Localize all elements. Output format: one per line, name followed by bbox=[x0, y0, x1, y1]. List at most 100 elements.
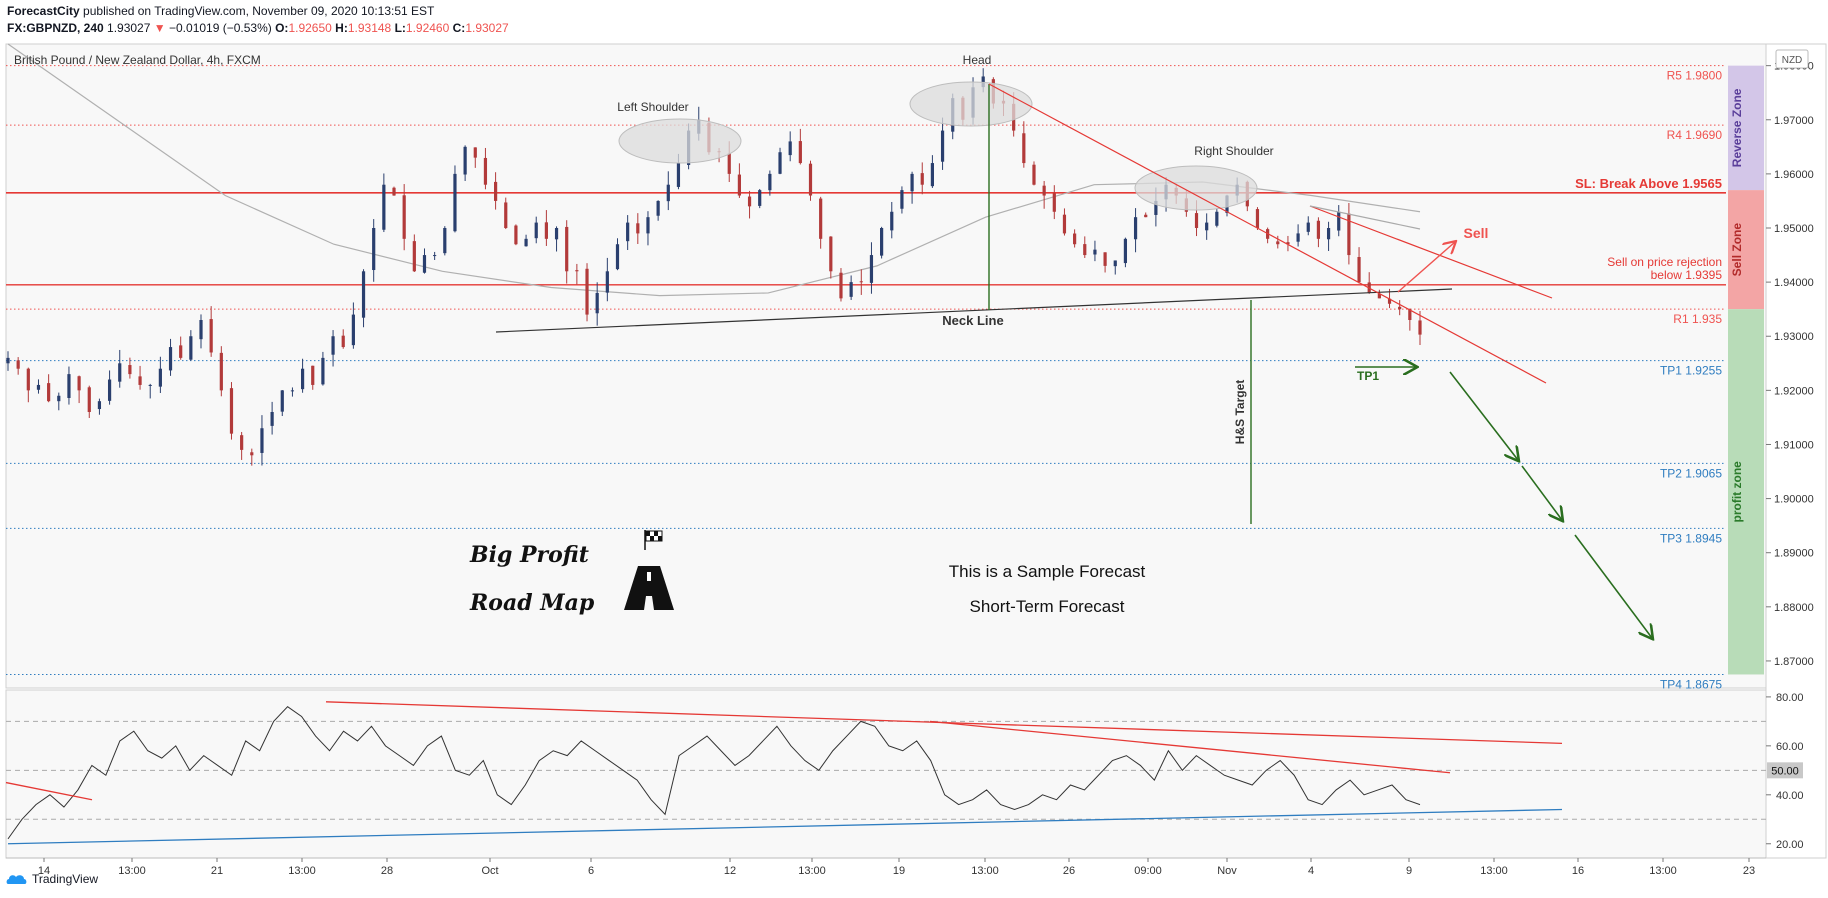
x-tick-label: 4 bbox=[1308, 865, 1314, 877]
tp1-label: TP1 bbox=[1357, 369, 1379, 383]
x-tick-label: 23 bbox=[1743, 865, 1755, 877]
candle bbox=[1377, 293, 1381, 299]
candle bbox=[1062, 214, 1067, 234]
candle bbox=[1398, 306, 1402, 310]
candle bbox=[504, 202, 508, 228]
forecast-arrow-1 bbox=[1449, 371, 1518, 460]
resistance-trendline bbox=[988, 83, 1547, 384]
candle bbox=[1042, 185, 1046, 196]
candle bbox=[1022, 133, 1026, 164]
candle bbox=[1387, 298, 1392, 304]
candle bbox=[636, 223, 640, 234]
candle bbox=[493, 181, 498, 201]
footer-brand[interactable]: TradingView bbox=[6, 872, 98, 886]
candle bbox=[615, 244, 620, 270]
ma-extension-line bbox=[1309, 205, 1421, 230]
candle bbox=[250, 452, 254, 456]
brand-label: TradingView bbox=[32, 872, 99, 886]
candle bbox=[392, 187, 396, 196]
x-tick-label: 13:00 bbox=[1480, 865, 1508, 877]
price-axis[interactable] bbox=[1765, 43, 1827, 859]
candle bbox=[829, 236, 833, 272]
publish-info: ForecastCity published on TradingView.co… bbox=[7, 4, 434, 18]
close-value: 1.93027 bbox=[465, 21, 509, 35]
high-label: H: bbox=[335, 21, 348, 35]
candle bbox=[1296, 233, 1300, 242]
candle bbox=[1103, 252, 1107, 266]
left-shoulder-ellipse bbox=[618, 118, 742, 164]
symbol-label: FX:GBPNZD, 240 bbox=[7, 21, 104, 35]
candle bbox=[676, 163, 681, 187]
candle bbox=[372, 228, 376, 271]
currency-badge: NZD bbox=[1782, 55, 1803, 66]
candle bbox=[422, 255, 427, 273]
candle bbox=[981, 76, 985, 88]
y-tick-label: 1.93000 bbox=[1774, 331, 1814, 343]
candle bbox=[1144, 214, 1148, 218]
close-label: C: bbox=[452, 21, 466, 35]
flag-check bbox=[658, 536, 662, 541]
candle bbox=[1276, 241, 1280, 245]
last-price: 1.93027 bbox=[107, 21, 151, 35]
candle bbox=[300, 368, 305, 390]
x-tick-label: Oct bbox=[481, 865, 498, 877]
level-label: R4 1.9690 bbox=[1667, 128, 1723, 142]
candle bbox=[260, 428, 264, 453]
candle bbox=[585, 268, 589, 315]
x-tick-label: 28 bbox=[381, 865, 393, 877]
candle bbox=[646, 217, 650, 234]
candle bbox=[798, 141, 802, 164]
candle bbox=[839, 272, 843, 299]
zone-band bbox=[1728, 65, 1764, 191]
candle bbox=[1347, 213, 1351, 256]
candle bbox=[6, 357, 10, 364]
candle bbox=[1073, 233, 1077, 245]
x-tick-label: 14 bbox=[38, 865, 50, 877]
rsi-resistance-line-2 bbox=[929, 720, 1451, 774]
candle bbox=[1052, 193, 1056, 212]
zone-band bbox=[1728, 309, 1764, 675]
candle bbox=[1316, 220, 1321, 239]
main-pane bbox=[5, 43, 1767, 689]
candle bbox=[16, 360, 20, 369]
candle bbox=[819, 198, 823, 239]
candle bbox=[747, 196, 752, 207]
y-tick-label: 1.94000 bbox=[1774, 277, 1814, 289]
candle bbox=[290, 390, 295, 392]
candle bbox=[727, 153, 731, 174]
level-label: R5 1.9800 bbox=[1667, 69, 1723, 83]
candle bbox=[1205, 222, 1209, 231]
rsi-pane bbox=[5, 689, 1767, 859]
x-tick-label: 9 bbox=[1406, 865, 1412, 877]
candle bbox=[97, 401, 102, 410]
candle bbox=[849, 282, 853, 297]
candle bbox=[331, 336, 335, 355]
candle bbox=[1032, 164, 1036, 185]
candle bbox=[219, 352, 223, 391]
candle bbox=[402, 195, 406, 239]
candle bbox=[1133, 217, 1138, 240]
level-label: TP1 1.9255 bbox=[1660, 364, 1722, 378]
open-value: 1.92650 bbox=[288, 21, 332, 35]
candle bbox=[1194, 213, 1199, 228]
candle bbox=[189, 336, 193, 360]
hs-target-label: H&S Target bbox=[1233, 380, 1247, 444]
road-map-text: Road Map bbox=[469, 590, 595, 616]
publisher-name: ForecastCity bbox=[7, 4, 80, 18]
candle bbox=[209, 319, 213, 353]
candle bbox=[626, 222, 630, 242]
flag-check bbox=[646, 531, 650, 536]
left-shoulder-label: Left Shoulder bbox=[617, 100, 688, 114]
candle bbox=[280, 390, 284, 412]
candle bbox=[1337, 211, 1341, 231]
currency-badge-box[interactable] bbox=[1775, 49, 1809, 69]
candle bbox=[1215, 211, 1219, 226]
chart-title: British Pound / New Zealand Dollar, 4h, … bbox=[14, 53, 261, 67]
candle bbox=[483, 157, 488, 185]
right-shoulder-ellipse bbox=[1134, 165, 1258, 211]
flag-check bbox=[654, 531, 658, 536]
candle bbox=[788, 141, 792, 156]
candle bbox=[900, 190, 904, 209]
candle bbox=[808, 163, 813, 196]
